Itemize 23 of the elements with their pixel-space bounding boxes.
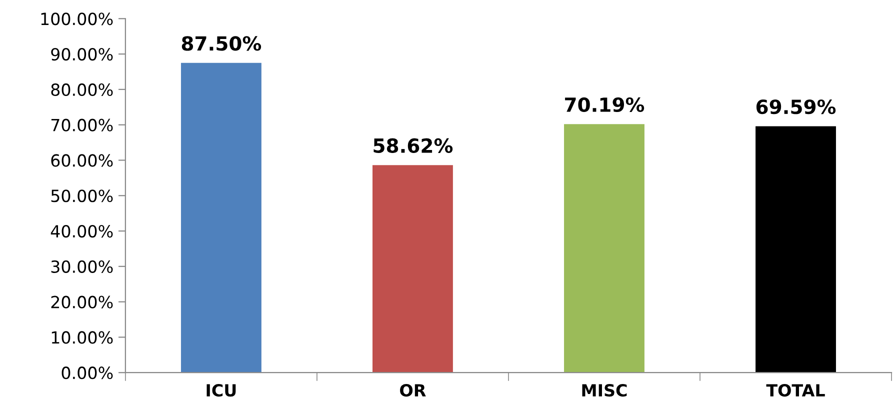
data-label: 58.62% <box>374 138 453 153</box>
x-tick-label: OR <box>400 384 426 397</box>
y-tick-label: 20.00% <box>51 296 113 308</box>
y-tick-label: 10.00% <box>52 331 113 344</box>
data-label: 87.50% <box>182 36 262 51</box>
bar <box>756 126 836 373</box>
y-tick-label: 40.00% <box>50 224 113 238</box>
data-label: 70.19% <box>565 97 644 112</box>
bar <box>564 124 644 373</box>
y-tick-label: 70.00% <box>51 118 113 132</box>
bar <box>180 62 262 373</box>
x-tick-label: TOTAL <box>766 384 825 397</box>
bar <box>372 165 453 373</box>
y-tick-label: 90.00% <box>51 48 113 61</box>
y-tick-label: 100.00% <box>41 12 113 26</box>
y-tick-label: 50.00% <box>51 190 113 202</box>
x-tick-label: MISC <box>582 384 627 397</box>
y-tick-label: 30.00% <box>51 260 113 273</box>
x-tick-label: ICU <box>206 384 236 397</box>
y-tick-label: 80.00% <box>51 83 113 96</box>
data-label: 69.59% <box>756 99 836 114</box>
y-tick-label: 0.00% <box>62 366 113 380</box>
y-tick-label: 60.00% <box>51 154 113 167</box>
